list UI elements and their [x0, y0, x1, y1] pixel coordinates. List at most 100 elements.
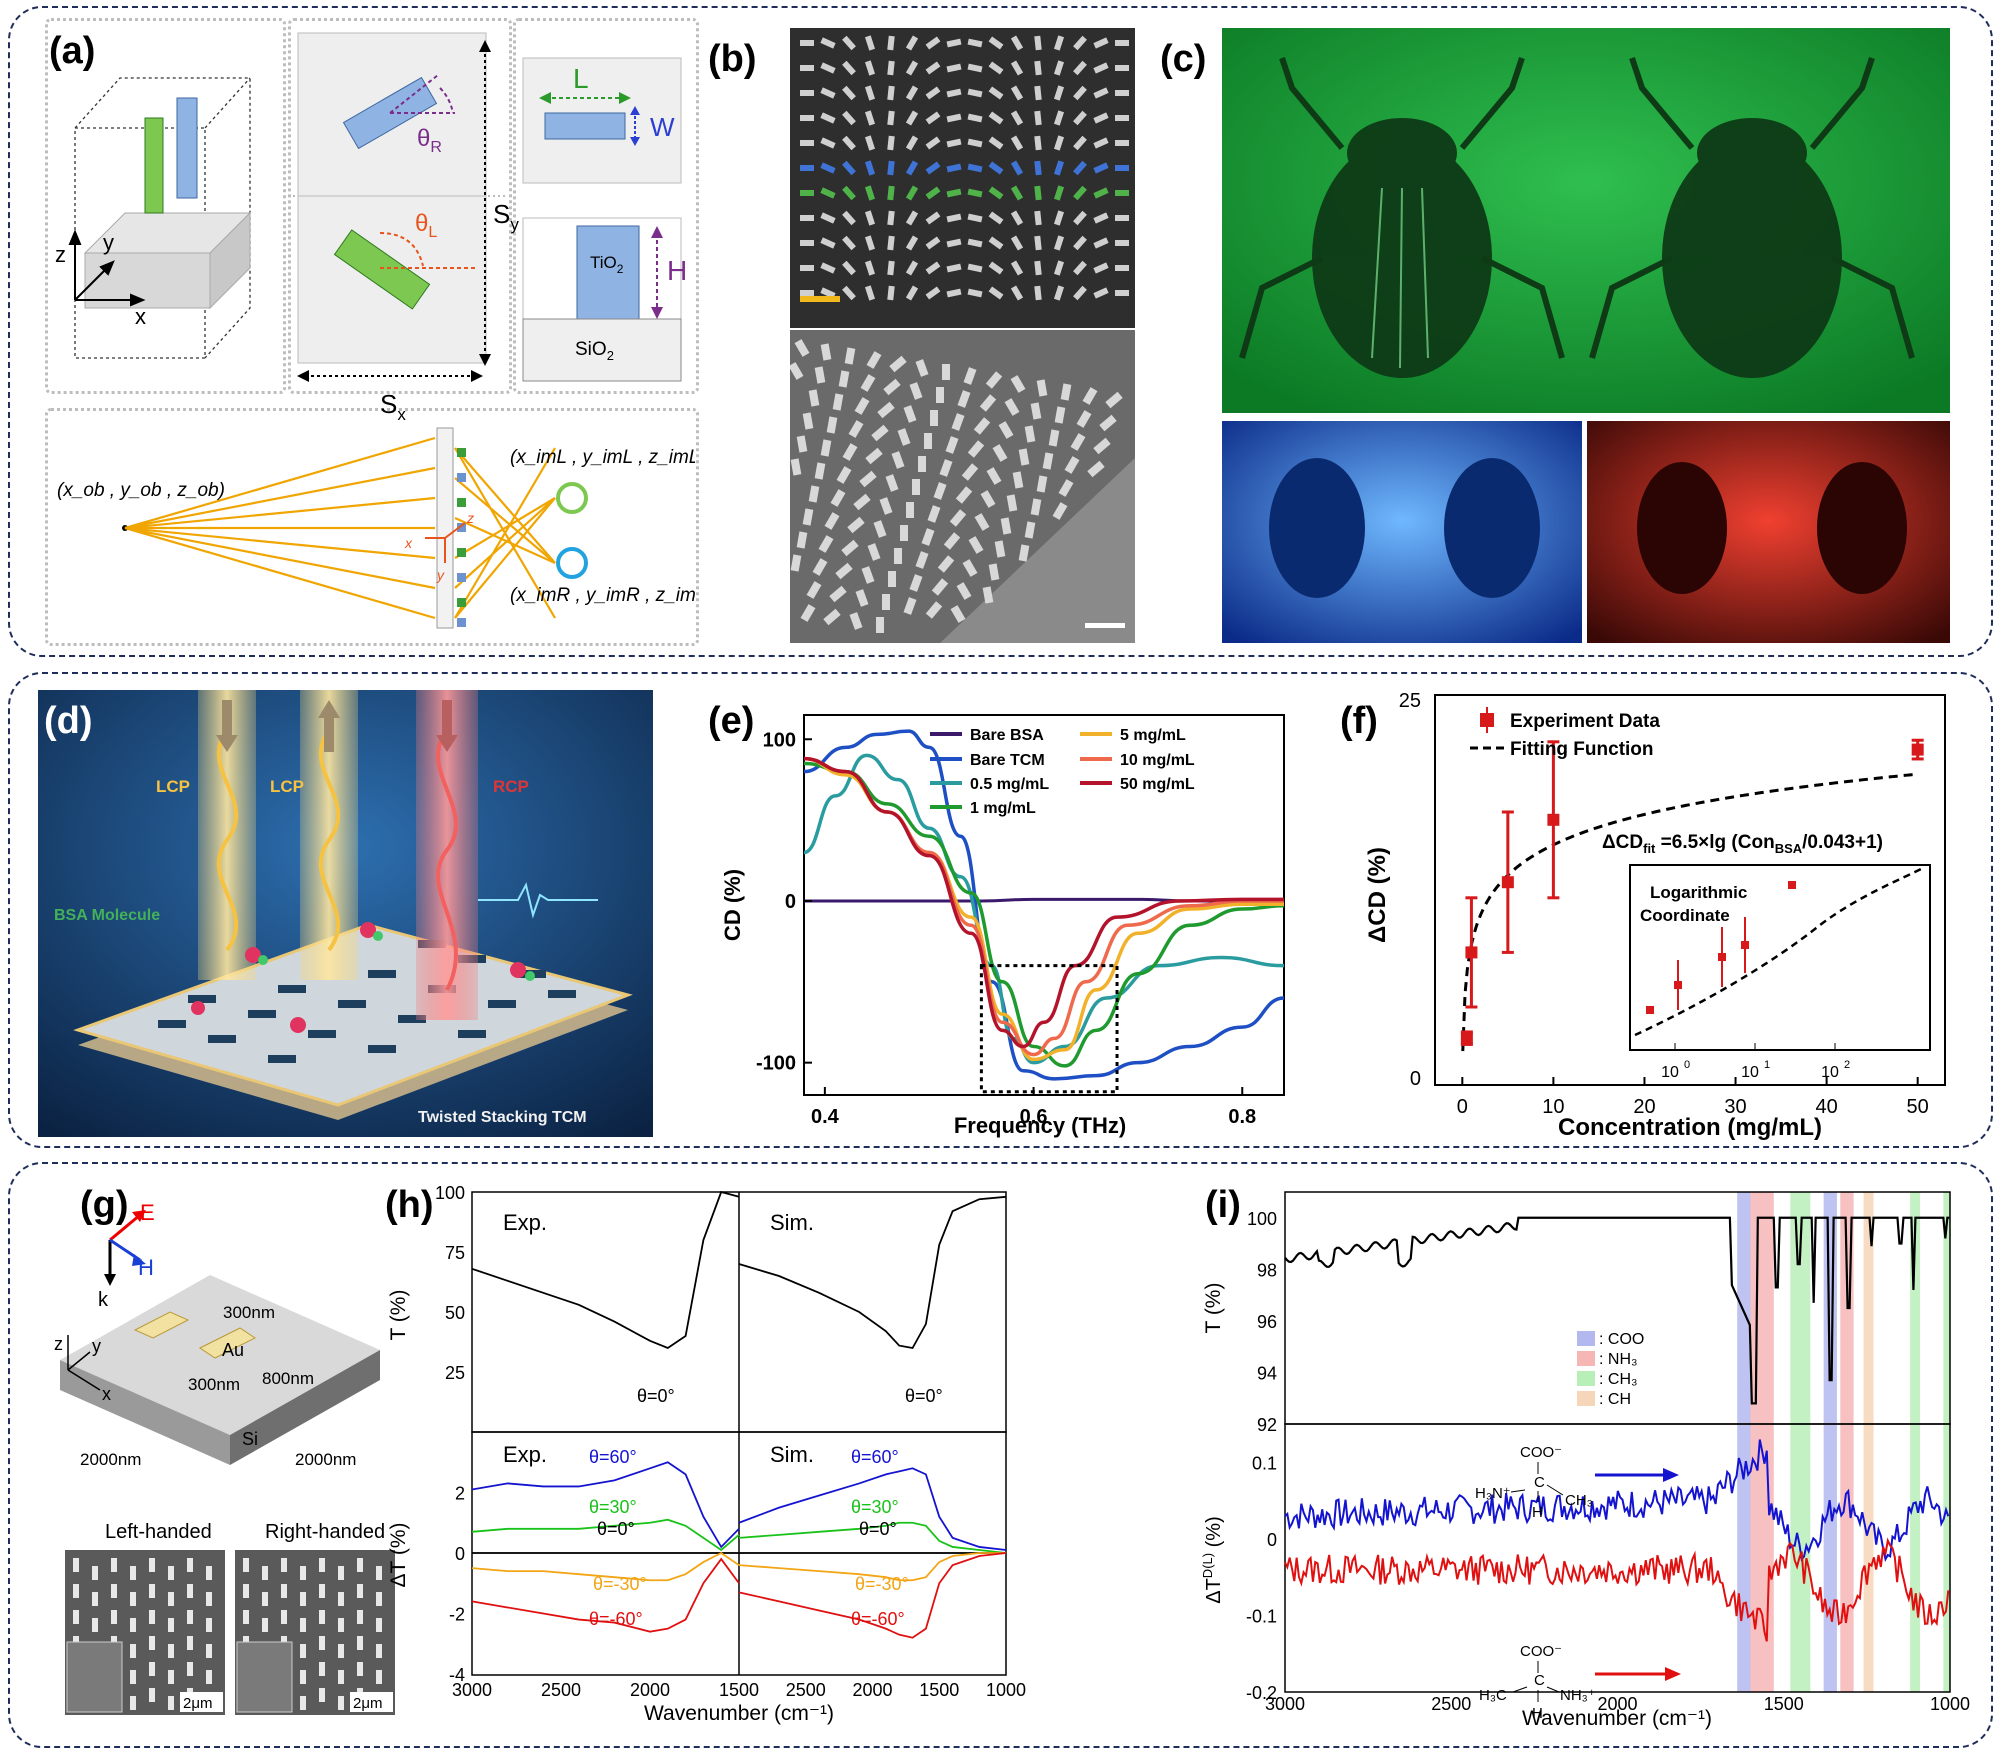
nano-pillar-tilted — [956, 582, 972, 600]
legend-swatch — [1577, 1331, 1595, 1346]
nano-pillar-tilted — [790, 458, 802, 476]
axis-x-label: x — [135, 304, 146, 329]
inset-point — [1674, 981, 1682, 989]
nano-pillar-tilted — [790, 362, 804, 380]
nano-pillar — [1010, 185, 1024, 201]
nano-pillar-tilted — [885, 474, 899, 492]
nano-pillar — [946, 288, 962, 298]
nano-pillar-tilted — [936, 387, 944, 403]
nano-pillar — [1010, 60, 1024, 76]
nano-pillar — [1073, 235, 1087, 251]
nano-pillar-tilted — [830, 489, 846, 507]
y-tick-bottom: -4 — [449, 1665, 465, 1685]
nano-pillar — [988, 136, 1004, 150]
y-tick-bottom: 2 — [455, 1484, 465, 1504]
lcp-label-1: LCP — [156, 777, 190, 796]
scale-bar-right: 2μm — [353, 1695, 382, 1712]
angle-label-sim: θ=-30° — [855, 1574, 909, 1594]
nano-pillar — [1115, 265, 1129, 271]
nano-pillar-tilted — [1018, 448, 1030, 466]
x-tick-label: 30 — [1724, 1096, 1746, 1118]
sem-rod — [300, 1618, 306, 1632]
length-label: L — [573, 63, 589, 94]
nano-pillar — [967, 63, 983, 73]
nano-pillar — [1115, 140, 1129, 146]
nano-pillar — [988, 236, 1004, 250]
nano-pillar — [842, 185, 856, 201]
nano-pillar-tilted — [974, 513, 990, 531]
sem-rod — [149, 1584, 155, 1598]
nano-pillar-tilted — [943, 532, 961, 550]
panel-g: (g) E H k z y x 300nm Au 300nm 800nm Si … — [40, 1180, 410, 1740]
chart-i-ylabel-bottom: ΔTD(L) (%) — [1200, 1516, 1225, 1604]
row-frame-middle — [8, 672, 1993, 1148]
nano-pillar — [967, 213, 983, 223]
nano-pillar-tilted — [930, 410, 938, 426]
exp-label-bottom: Exp. — [503, 1442, 547, 1467]
nano-pillar — [1093, 162, 1109, 174]
svg-text:2: 2 — [1844, 1059, 1850, 1071]
panel-h: (h) 100 75 50 25 2 0 -2 -4 3000 2500 2000 1500 2500 2… — [375, 1180, 1180, 1740]
nano-pillar — [1115, 115, 1129, 121]
angle-label-exp: θ=30° — [589, 1497, 637, 1517]
sem-rod — [338, 1696, 344, 1710]
nano-pillar-tilted — [909, 382, 923, 400]
nano-pillar — [925, 286, 941, 300]
nano-pillar — [1093, 212, 1109, 224]
exp-dt-curve — [471, 1461, 740, 1549]
nano-pillar-tilted — [823, 608, 841, 626]
angle-label-sim: θ=0° — [859, 1519, 897, 1539]
sy-label: Sy — [493, 199, 519, 234]
x-tick: 2000 — [1597, 1694, 1637, 1714]
nano-pillar-tilted — [1018, 544, 1030, 562]
y-tick-top: 50 — [445, 1303, 465, 1323]
nano-pillar-tilted — [973, 417, 991, 435]
sem-rod — [111, 1558, 117, 1572]
nano-pillar — [842, 60, 856, 76]
nano-pillar-tilted — [848, 420, 864, 438]
gap-label: 300nm — [223, 1303, 275, 1322]
x-tick-label: 50 — [1907, 1096, 1929, 1118]
sem-rod — [130, 1644, 136, 1658]
nano-pillar-tilted — [1070, 433, 1086, 451]
svg-text:0: 0 — [1684, 1059, 1690, 1071]
nano-pillar — [946, 88, 962, 98]
inset-point — [1741, 941, 1749, 949]
nano-pillar — [1010, 160, 1024, 176]
x-tick-right: 1500 — [919, 1680, 959, 1700]
nano-pillar-tilted — [800, 604, 816, 622]
data-point — [1501, 876, 1514, 889]
nano-pillar — [887, 160, 895, 176]
sem-rod — [130, 1618, 136, 1632]
y-tick-bottom: -2 — [449, 1605, 465, 1625]
e-field-label: E — [140, 1200, 155, 1225]
legend-entry: 50 mg/mL — [1120, 776, 1195, 793]
tio2-label: TiO2 — [590, 253, 624, 276]
legend-entry: : CH₃ — [1599, 1371, 1638, 1388]
nano-pillar — [946, 113, 962, 123]
nano-pillar — [946, 138, 962, 148]
angle-label-exp: θ=60° — [589, 1447, 637, 1467]
panel-d: LCP LCP RCP BSA Molecule Twisted Stackin… — [38, 690, 653, 1137]
nano-pillar — [1073, 35, 1087, 51]
nano-pillar — [864, 160, 876, 176]
nano-pillar — [1034, 210, 1042, 226]
sem-rod — [319, 1610, 325, 1624]
chart-e: 0.4 0.6 0.8 100 0 -100 Bare BSA Bare TCM 0.5 mg… — [720, 714, 1285, 1138]
nano-pillar — [967, 238, 983, 248]
nano-pillar — [946, 163, 962, 173]
y-tick-top: 75 — [445, 1243, 465, 1263]
nano-pillar — [1115, 215, 1129, 221]
inset-tick: 10 — [1741, 1064, 1759, 1081]
sem-rod — [376, 1644, 382, 1658]
panel-a-label: (a) — [49, 30, 96, 72]
sem-rod — [376, 1592, 382, 1606]
nano-pillar — [820, 237, 836, 249]
inset-tick: 10 — [1661, 1064, 1679, 1081]
nano-pillar — [864, 135, 876, 151]
nano-pillar — [905, 185, 919, 201]
nano-pillar — [1115, 65, 1129, 71]
nano-pillar — [1034, 35, 1042, 51]
nano-pillar-tilted — [871, 424, 889, 442]
